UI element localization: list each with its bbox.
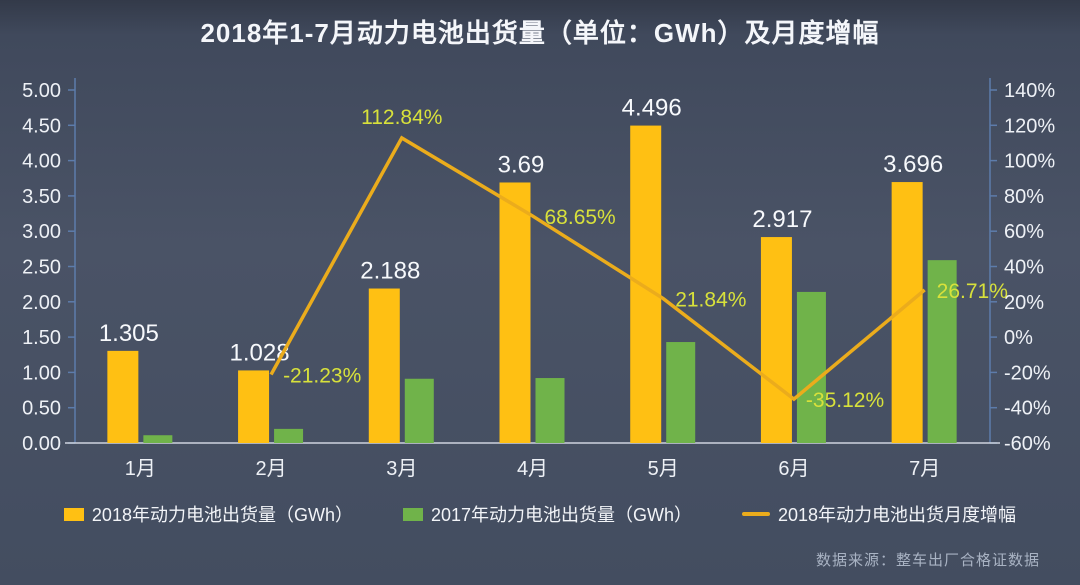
left-axis-tick-label: 5.00 [22, 80, 61, 102]
growth-value-label: 112.84% [361, 106, 442, 129]
right-axis-tick-label: -40% [1004, 398, 1051, 420]
legend-item-2017-bars: 2017年动力电池出货量（GWh） [402, 501, 693, 527]
right-axis-tick-label: 60% [1004, 221, 1044, 243]
bar-2018-m2 [238, 370, 270, 443]
right-axis-tick-label: 40% [1004, 257, 1044, 279]
data-source: 数据来源：整车出厂合格证数据 [815, 552, 1040, 569]
bar-value-label: 3.696 [883, 151, 943, 178]
bar-2018-m1 [107, 350, 139, 443]
legend-item-growth-line: 2018年动力电池出货月度增幅 [742, 501, 1016, 527]
growth-value-label: 26.71% [937, 280, 1008, 303]
left-axis-tick-label: 2.00 [22, 292, 61, 314]
bar-2018-m5 [630, 125, 662, 443]
right-axis-tick-label: -20% [1004, 362, 1051, 384]
left-axis-tick-label: 4.00 [22, 151, 61, 173]
legend-label-2018: 2018年动力电池出货量（GWh） [91, 505, 353, 525]
bar-value-label: 1.028 [230, 339, 290, 366]
bar-2017-m4 [535, 378, 565, 443]
growth-value-label: 68.65% [545, 206, 616, 229]
bar-2017-m6 [796, 291, 826, 443]
bar-2017-m1 [143, 435, 173, 443]
left-axis-tick-label: 4.50 [22, 115, 61, 137]
legend-swatch-growth-line-icon [742, 512, 771, 516]
right-axis-tick-label: 20% [1004, 292, 1044, 314]
chart-title: 2018年1-7月动力电池出货量（单位：GWh）及月度增幅 [200, 18, 880, 48]
growth-value-label: -35.12% [806, 389, 884, 412]
right-axis-tick-label: 100% [1004, 151, 1055, 173]
right-axis-tick-label: 120% [1004, 115, 1055, 137]
legend-swatch-2017-icon [402, 507, 423, 521]
left-axis-tick-label: 0.50 [22, 398, 61, 420]
legend-label-growth: 2018年动力电池出货月度增幅 [778, 505, 1017, 525]
bar-2017-m7 [927, 260, 957, 443]
x-axis-label: 1月 [125, 458, 156, 480]
bar-2017-m3 [404, 378, 434, 443]
bar-2018-m4 [499, 182, 531, 443]
right-axis-tick-label: 140% [1004, 80, 1055, 102]
x-axis-label: 7月 [909, 458, 940, 480]
growth-value-label: 21.84% [675, 289, 746, 312]
x-axis-label: 5月 [648, 458, 679, 480]
legend-item-2018-bars: 2018年动力电池出货量（GWh） [63, 501, 353, 527]
x-axis-label: 3月 [386, 458, 417, 480]
x-axis-label: 4月 [517, 458, 548, 480]
left-axis-tick-label: 3.00 [22, 221, 61, 243]
right-axis-tick-label: 80% [1004, 186, 1044, 208]
bar-2017-m5 [666, 342, 696, 443]
left-axis-tick-label: 3.50 [22, 186, 61, 208]
growth-line [269, 135, 926, 402]
bar-value-label: 2.188 [360, 258, 420, 285]
bar-value-label: 2.917 [752, 206, 812, 233]
x-axis-label: 2月 [256, 458, 287, 480]
growth-value-label: -21.23% [283, 365, 361, 388]
bar-value-label: 3.69 [498, 151, 545, 178]
legend: 2018年动力电池出货量（GWh） 2017年动力电池出货量（GWh） 2018… [0, 501, 1080, 527]
x-axis-label: 6月 [778, 458, 809, 480]
bar-2018-m6 [760, 237, 792, 443]
legend-swatch-2018-icon [63, 507, 84, 521]
left-axis-tick-label: 1.00 [22, 362, 61, 384]
bar-value-label: 4.496 [622, 95, 682, 122]
bar-2017-m2 [274, 428, 304, 443]
left-axis-tick-label: 1.50 [22, 327, 61, 349]
left-axis-tick-label: 2.50 [22, 257, 61, 279]
bar-2018-m3 [368, 288, 400, 443]
bar-value-label: 1.305 [99, 320, 159, 347]
right-axis-tick-label: 0% [1004, 327, 1033, 349]
right-axis-tick-label: -60% [1004, 433, 1051, 455]
legend-label-2017: 2017年动力电池出货量（GWh） [430, 505, 693, 525]
left-axis-tick-label: 0.00 [22, 433, 61, 455]
